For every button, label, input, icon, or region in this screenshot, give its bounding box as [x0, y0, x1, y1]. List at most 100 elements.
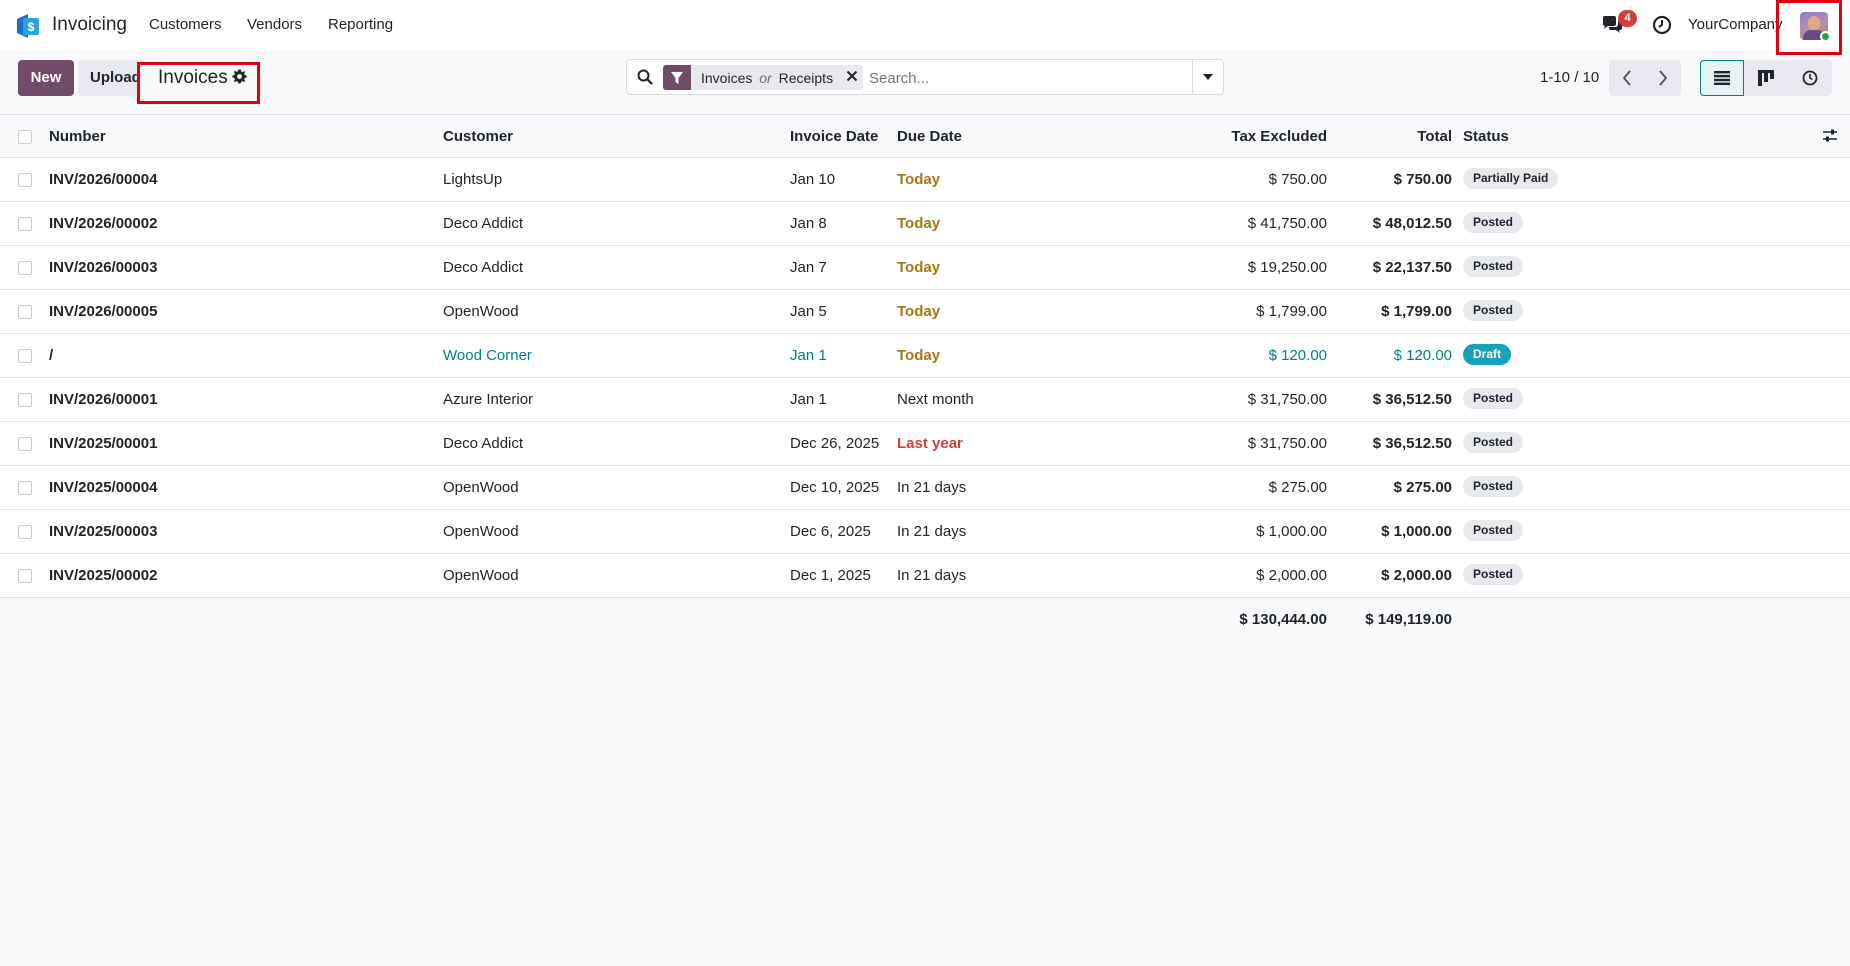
gear-icon[interactable] — [232, 69, 247, 84]
pager-next-button[interactable] — [1645, 60, 1681, 96]
row-checkbox[interactable] — [18, 481, 32, 495]
sliders-icon[interactable] — [1822, 128, 1838, 144]
invoicing-app-icon[interactable]: $ — [15, 13, 41, 39]
cell-tax-excluded: $ 31,750.00 — [1247, 435, 1327, 452]
cell-status: Posted — [1463, 510, 1524, 554]
chevron-left-icon — [1622, 70, 1631, 86]
table-row[interactable]: INV/2026/00001 Azure Interior Jan 1 Next mo… — [0, 378, 1850, 422]
cell-number: INV/2026/00003 — [49, 259, 158, 276]
cell-number: / — [49, 347, 54, 364]
column-customer[interactable]: Customer — [443, 128, 514, 145]
row-checkbox[interactable] — [18, 261, 32, 275]
cell-total: $ 22,137.50 — [1372, 259, 1452, 276]
table-row[interactable]: / Wood Corner Jan 1 Today $ 120.00 $ 120.00 Dr… — [0, 334, 1850, 378]
cell-due-date: Today — [897, 171, 941, 188]
menu-reporting[interactable]: Reporting — [328, 16, 394, 33]
status-badge: Posted — [1463, 563, 1524, 585]
chat-bubbles-icon[interactable] — [1601, 15, 1623, 35]
filter-facet: Invoices or Receipts — [663, 65, 864, 90]
cell-invoice-date: Jan 8 — [790, 215, 827, 232]
cell-customer: LightsUp — [443, 171, 503, 188]
activity-view-button[interactable] — [1788, 60, 1832, 96]
row-checkbox[interactable] — [18, 305, 32, 319]
cell-due-date: Last year — [897, 435, 963, 452]
search-bar: Invoices or Receipts — [626, 59, 1224, 95]
cell-due-date: In 21 days — [897, 523, 967, 540]
table-row[interactable]: INV/2026/00002 Deco Addict Jan 8 Today $ 41,… — [0, 202, 1850, 246]
activity-view-icon — [1802, 70, 1818, 86]
column-due-date[interactable]: Due Date — [897, 128, 963, 145]
kanban-view-button[interactable] — [1744, 60, 1788, 96]
cell-total: $ 36,512.50 — [1372, 391, 1452, 408]
pager-previous-button[interactable] — [1609, 60, 1645, 96]
clock-icon[interactable] — [1652, 15, 1672, 35]
cell-customer: Azure Interior — [443, 391, 534, 408]
cell-tax-excluded: $ 19,250.00 — [1247, 259, 1327, 276]
cell-status: Posted — [1463, 246, 1524, 290]
select-all-checkbox[interactable] — [18, 130, 32, 144]
table-row[interactable]: INV/2025/00003 OpenWood Dec 6, 2025 In 21 d… — [0, 510, 1850, 554]
column-number[interactable]: Number — [49, 128, 106, 145]
list-view-button[interactable] — [1700, 60, 1744, 96]
row-checkbox[interactable] — [18, 173, 32, 187]
column-tax-excluded[interactable]: Tax Excluded — [1231, 128, 1327, 145]
facet-value-invoices: Invoices — [701, 69, 753, 86]
cell-invoice-date: Dec 6, 2025 — [790, 523, 871, 540]
cell-invoice-date: Jan 7 — [790, 259, 827, 276]
cell-status: Posted — [1463, 466, 1524, 510]
table-row[interactable]: INV/2025/00002 OpenWood Dec 1, 2025 In 21 d… — [0, 554, 1850, 598]
cell-total: $ 36,512.50 — [1372, 435, 1452, 452]
column-status[interactable]: Status — [1463, 128, 1509, 145]
row-checkbox[interactable] — [18, 437, 32, 451]
upload-button[interactable]: Upload — [78, 60, 144, 96]
cell-number: INV/2025/00002 — [49, 567, 158, 584]
cell-customer: Deco Addict — [443, 215, 524, 232]
row-checkbox[interactable] — [18, 525, 32, 539]
column-invoice-date[interactable]: Invoice Date — [790, 128, 879, 145]
search-input[interactable] — [869, 67, 1169, 89]
cell-due-date: Next month — [897, 391, 974, 408]
status-badge: Posted — [1463, 475, 1524, 497]
table-row[interactable]: INV/2026/00003 Deco Addict Jan 7 Today $ 19,… — [0, 246, 1850, 290]
table-row[interactable]: INV/2026/00005 OpenWood Jan 5 Today $ 1,799.… — [0, 290, 1850, 334]
status-badge: Posted — [1463, 431, 1524, 453]
cell-status: Posted — [1463, 378, 1524, 422]
cell-total: $ 750.00 — [1393, 171, 1452, 188]
column-total[interactable]: Total — [1417, 128, 1452, 145]
svg-text:$: $ — [28, 20, 35, 34]
cell-total: $ 2,000.00 — [1381, 567, 1452, 584]
table-row[interactable]: INV/2025/00004 OpenWood Dec 10, 2025 In 21 … — [0, 466, 1850, 510]
row-checkbox[interactable] — [18, 393, 32, 407]
cell-due-date: Today — [897, 303, 941, 320]
cell-total: $ 1,000.00 — [1381, 523, 1452, 540]
page-title: Invoices — [138, 64, 238, 98]
table-row[interactable]: INV/2026/00004 LightsUp Jan 10 Today $ 750.0… — [0, 158, 1850, 202]
cell-tax-excluded: $ 31,750.00 — [1247, 391, 1327, 408]
menu-customers[interactable]: Customers — [149, 16, 222, 33]
pager-value[interactable]: 1-10 / 10 — [1540, 69, 1600, 86]
cell-invoice-date: Jan 1 — [790, 391, 827, 408]
app-name[interactable]: Invoicing — [52, 14, 127, 35]
cell-customer: Wood Corner — [443, 347, 532, 364]
avatar-face — [1808, 16, 1820, 31]
table-row[interactable]: INV/2025/00001 Deco Addict Dec 26, 2025 Las… — [0, 422, 1850, 466]
cell-invoice-date: Jan 1 — [790, 347, 827, 364]
row-checkbox[interactable] — [18, 349, 32, 363]
cell-status: Posted — [1463, 422, 1524, 466]
cell-invoice-date: Jan 10 — [790, 171, 836, 188]
row-checkbox[interactable] — [18, 569, 32, 583]
cell-due-date: Today — [897, 259, 941, 276]
search-options-toggle[interactable] — [1192, 60, 1223, 94]
close-icon[interactable] — [841, 65, 863, 90]
row-checkbox[interactable] — [18, 217, 32, 231]
new-button[interactable]: New — [18, 60, 74, 96]
cell-tax-excluded: $ 120.00 — [1268, 347, 1327, 364]
cell-number: INV/2025/00003 — [49, 523, 158, 540]
status-badge: Posted — [1463, 211, 1524, 233]
kanban-view-icon — [1758, 70, 1774, 86]
status-badge: Posted — [1463, 255, 1524, 277]
status-badge: Posted — [1463, 519, 1524, 541]
menu-vendors[interactable]: Vendors — [247, 16, 303, 33]
company-switcher[interactable]: YourCompany — [1688, 16, 1783, 33]
invoice-list: Number Customer Invoice Date Due Date Ta… — [0, 114, 1850, 642]
